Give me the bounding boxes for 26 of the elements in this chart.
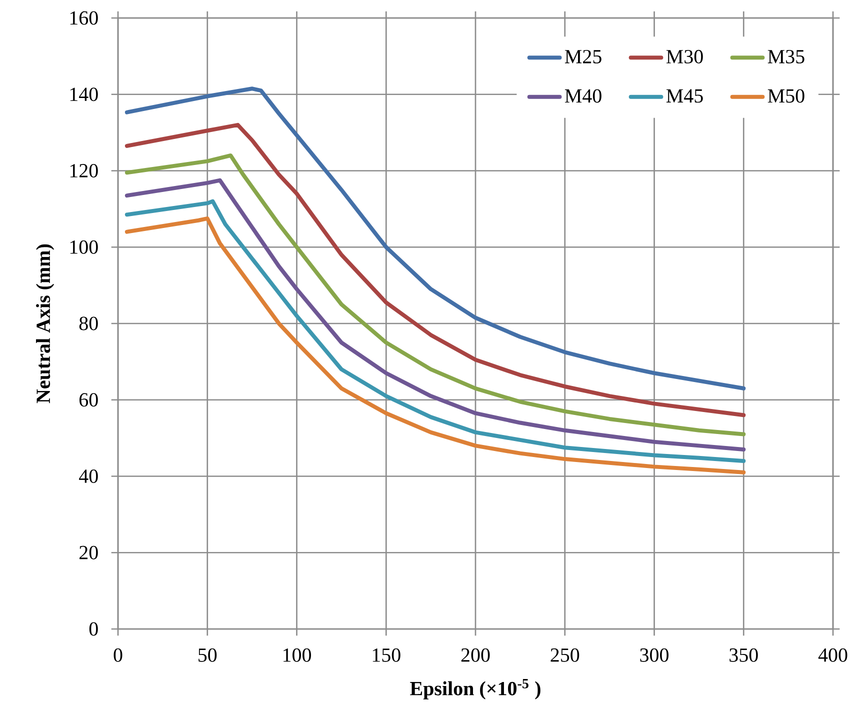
y-tick-label: 20 <box>80 546 98 560</box>
x-tick-label: 100 <box>284 648 311 662</box>
legend-label: M45 <box>666 89 703 103</box>
y-tick-label: 60 <box>79 393 98 407</box>
x-tick-label: 50 <box>198 648 217 662</box>
y-tick-label: 140 <box>70 88 98 102</box>
y-tick-label: 80 <box>79 316 98 330</box>
x-tick-label: 150 <box>372 648 400 662</box>
y-tick-label: 100 <box>70 240 98 254</box>
x-tick-label: 250 <box>550 648 580 662</box>
y-tick-label: 120 <box>70 164 98 178</box>
x-tick-label: 200 <box>461 648 490 662</box>
y-tick-label: 160 <box>70 11 98 25</box>
x-tick-label: 400 <box>818 648 848 662</box>
y-tick-label: 40 <box>79 469 98 483</box>
y-axis-title: Neutral Axis (mm) <box>36 244 54 404</box>
x-tick-label: 300 <box>640 648 668 662</box>
x-tick-label: 0 <box>114 648 122 662</box>
legend-label: M40 <box>564 89 602 103</box>
legend-label: M25 <box>564 50 602 64</box>
legend-label: M35 <box>768 50 804 64</box>
y-tick-label: 0 <box>89 622 98 636</box>
legend-label: M30 <box>666 50 703 64</box>
legend-label: M50 <box>768 89 804 103</box>
x-axis-title: Epsilon (×10$^{-5}$ ) <box>410 679 540 700</box>
x-tick-label: 350 <box>730 648 758 662</box>
